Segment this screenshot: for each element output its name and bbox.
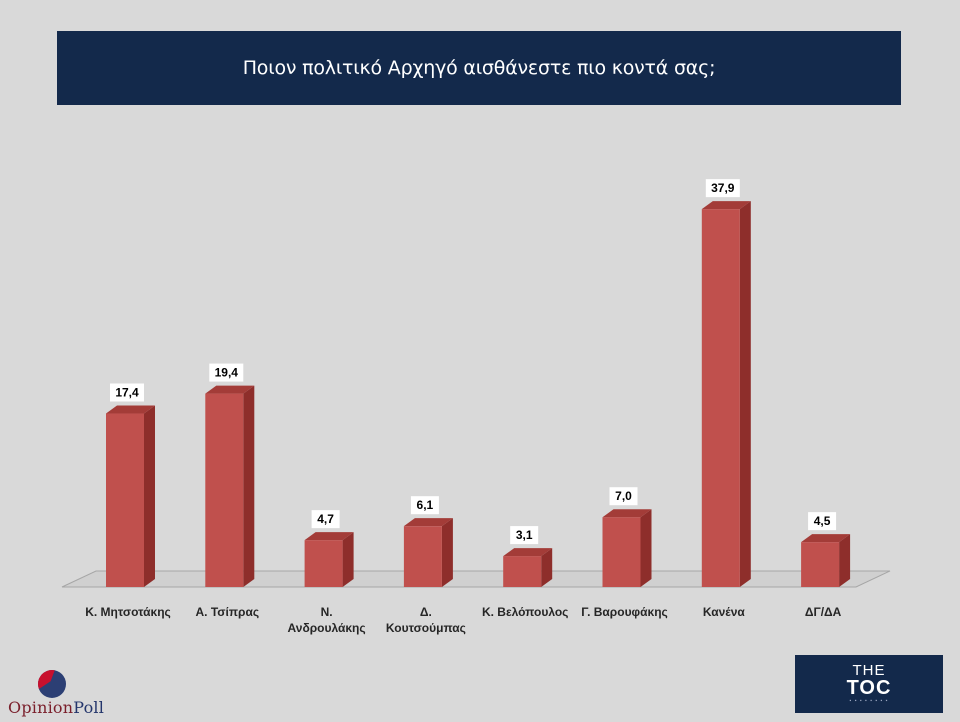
data-label-box: [510, 526, 539, 545]
bar-top: [602, 509, 652, 518]
opinion-poll-wordmark: OpinionPoll: [8, 698, 104, 717]
data-label-box: [311, 510, 340, 529]
data-label-box: [110, 383, 144, 402]
data-label-text: 19,4: [215, 366, 239, 380]
data-label-text: 37,9: [711, 181, 735, 195]
chart-title-bar: Ποιον πολιτικό Αρχηγό αισθάνεστε πιο κον…: [57, 31, 901, 105]
category-label-line: Ν.: [320, 605, 333, 619]
bar-side: [243, 385, 255, 587]
bar-side: [342, 532, 354, 587]
category-label-line: Γ. Βαρουφάκης: [581, 605, 668, 619]
data-label-box: [609, 487, 638, 506]
opinion-poll-logo: OpinionPoll: [8, 668, 118, 718]
the-toc-the: THE: [852, 662, 886, 679]
bar-top: [106, 405, 155, 414]
data-label: 37,9: [705, 179, 740, 198]
category-label-line: Κανένα: [702, 605, 745, 619]
bar-side: [739, 201, 751, 587]
bar-top: [205, 385, 255, 394]
bar-side: [144, 405, 155, 587]
category-label-line: ΔΓ/ΔΑ: [804, 605, 842, 619]
category-label-line: Κ. Μητσοτάκης: [85, 605, 171, 619]
bar-top: [304, 532, 354, 541]
bar: [403, 518, 453, 587]
data-label-box: [808, 512, 837, 531]
category-label-line: Α. Τσίπρας: [195, 605, 260, 619]
category-label: ΔΓ/ΔΑ: [768, 604, 878, 620]
data-label-text: 6,1: [417, 498, 434, 512]
bar-front: [801, 542, 840, 587]
data-label-text: 7,0: [615, 489, 632, 503]
data-label-text: 17,4: [115, 386, 139, 400]
bar: [205, 385, 255, 587]
bar-front: [403, 526, 442, 587]
category-label: Γ. Βαρουφάκης: [570, 604, 680, 620]
data-label: 19,4: [209, 363, 244, 382]
category-label: Κανένα: [669, 604, 779, 620]
category-label: Κ. Μητσοτάκης: [73, 604, 183, 620]
bar-top: [403, 518, 453, 527]
the-toc-main: TOC: [846, 677, 892, 699]
bar-front: [304, 540, 343, 587]
bar: [503, 548, 553, 587]
bar-side: [640, 509, 652, 587]
opinion-poll-circle-icon: [38, 670, 66, 698]
category-label: Α. Τσίπρας: [172, 604, 282, 620]
category-label-line: Ανδρουλάκης: [287, 621, 366, 635]
bar: [106, 405, 155, 587]
category-label-line: Κουτσούμπας: [385, 621, 466, 635]
the-toc-tagline-decoration: ▪ ▪ ▪ ▪ ▪ ▪ ▪ ▪: [849, 698, 889, 704]
bar-front: [602, 517, 641, 587]
data-label: 4,5: [808, 512, 837, 531]
bar-side: [441, 518, 453, 587]
bar-front: [205, 393, 244, 587]
data-label-text: 4,5: [814, 514, 831, 528]
data-label: 4,7: [311, 510, 340, 529]
bar-side: [541, 548, 553, 587]
opinion-poll-word-1: Opinion: [8, 698, 74, 717]
data-label: 17,4: [110, 383, 144, 402]
category-label: Δ. Κουτσούμπας: [371, 604, 481, 636]
data-label: 7,0: [609, 487, 638, 506]
opinion-poll-word-2: Poll: [73, 698, 105, 717]
category-label: Ν. Ανδρουλάκης: [272, 604, 382, 636]
bar-front: [106, 413, 144, 587]
category-label-line: Δ.: [419, 605, 432, 619]
data-label: 3,1: [510, 526, 539, 545]
bar-top: [701, 201, 751, 210]
bar-top: [801, 534, 851, 543]
category-label-line: Κ. Βελόπουλος: [481, 605, 569, 619]
data-label-box: [705, 179, 740, 198]
bar-front: [701, 209, 740, 587]
bar-front: [503, 556, 542, 587]
bar: [304, 532, 354, 587]
bar: [701, 201, 751, 587]
bar: [801, 534, 851, 587]
bar-side: [839, 534, 851, 587]
bar-top: [503, 548, 553, 557]
the-toc-logo: THE TOC ▪ ▪ ▪ ▪ ▪ ▪ ▪ ▪: [795, 655, 943, 713]
chart-title: Ποιον πολιτικό Αρχηγό αισθάνεστε πιο κον…: [242, 57, 716, 79]
data-label-text: 3,1: [516, 528, 533, 542]
bar: [602, 509, 652, 587]
chart-floor: [61, 570, 891, 588]
category-label: Κ. Βελόπουλος: [470, 604, 580, 620]
data-label: 6,1: [410, 496, 439, 515]
data-label-box: [209, 363, 244, 382]
data-label-box: [410, 496, 439, 515]
data-label-text: 4,7: [317, 512, 334, 526]
